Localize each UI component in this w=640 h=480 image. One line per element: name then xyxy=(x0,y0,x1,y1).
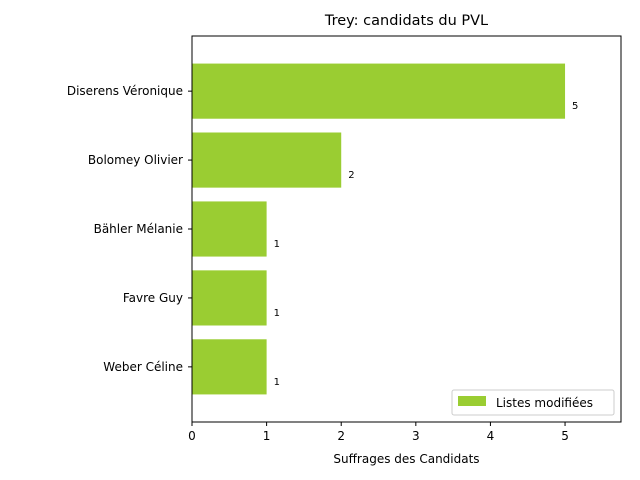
data-label: 1 xyxy=(274,239,280,250)
x-tick-label: 5 xyxy=(561,429,569,443)
y-tick-label: Bähler Mélanie xyxy=(94,222,183,236)
x-axis-title: Suffrages des Candidats xyxy=(333,452,479,466)
bar xyxy=(192,201,267,257)
y-tick-label: Diserens Véronique xyxy=(67,84,183,98)
bar xyxy=(192,339,267,395)
x-tick-label: 2 xyxy=(337,429,345,443)
legend-swatch xyxy=(458,396,486,406)
bar xyxy=(192,132,342,188)
y-tick-label: Bolomey Olivier xyxy=(88,153,183,167)
plot-frame xyxy=(191,35,622,423)
chart-title: Trey: candidats du PVL xyxy=(324,13,488,29)
x-tick-label: 1 xyxy=(263,429,271,443)
y-tick-label: Favre Guy xyxy=(123,291,183,305)
legend-frame xyxy=(451,389,615,416)
data-label: 2 xyxy=(348,170,354,181)
data-label: 1 xyxy=(274,377,280,388)
x-tick-label: 4 xyxy=(487,429,495,443)
legend: Listes modifiées xyxy=(451,389,615,416)
y-tick-label: Weber Céline xyxy=(103,360,183,374)
x-tick-label: 3 xyxy=(412,429,420,443)
bar xyxy=(192,63,566,119)
bar xyxy=(192,270,267,326)
plot-area: 5 Diserens Véronique 2 Bolomey Olivier 1 Bähl… xyxy=(67,35,622,443)
x-tick-label: 0 xyxy=(188,429,196,443)
legend-label: Listes modifiées xyxy=(496,396,593,410)
data-label: 5 xyxy=(572,101,578,112)
data-label: 1 xyxy=(274,308,280,319)
